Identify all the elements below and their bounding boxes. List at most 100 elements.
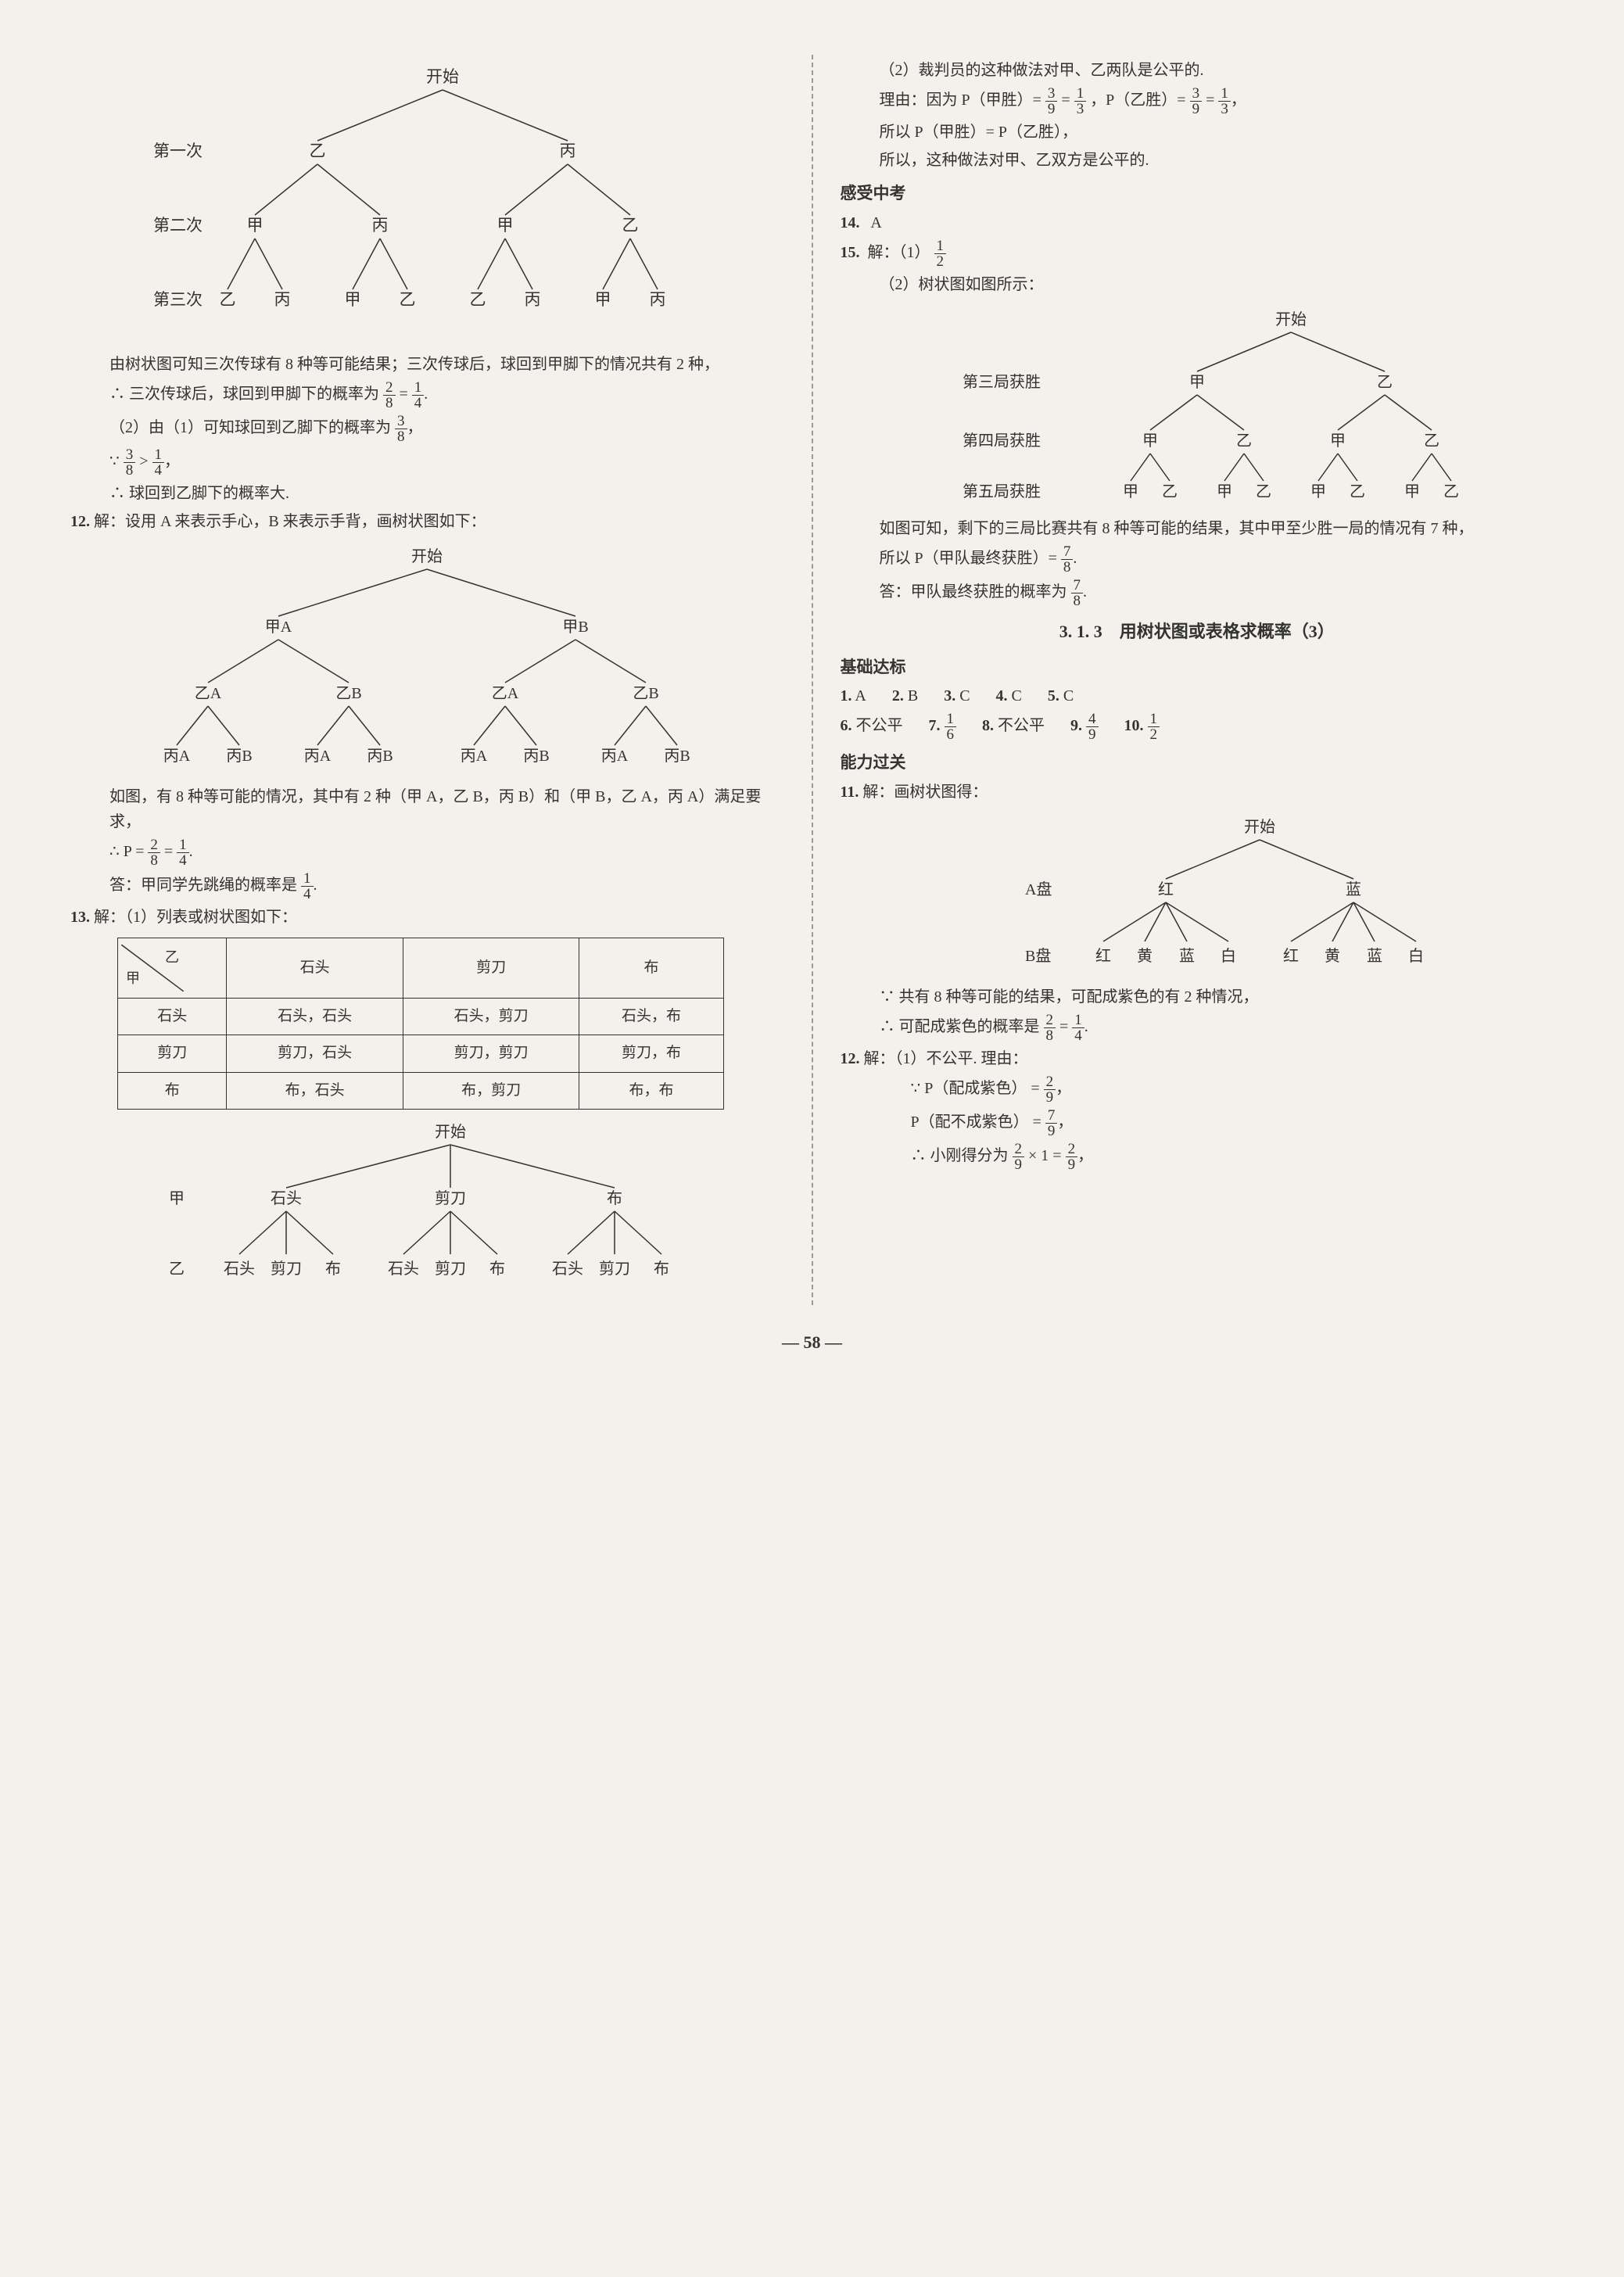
svg-text:乙: 乙	[1256, 483, 1271, 500]
svg-text:乙: 乙	[470, 290, 486, 309]
q12r: 12. 解：（1）不公平. 理由：	[841, 1046, 1554, 1071]
svg-text:甲A: 甲A	[265, 619, 292, 636]
q15-b: （2）树状图如图所示：	[841, 272, 1554, 297]
p12-b: ∴ P = 28 = 14.	[70, 837, 784, 868]
svg-text:丙A: 丙A	[461, 748, 488, 765]
tree1-root: 开始	[426, 67, 459, 86]
svg-text:黄: 黄	[1325, 947, 1340, 965]
svg-text:甲: 甲	[345, 290, 361, 309]
svg-text:开始: 开始	[411, 547, 443, 565]
q15-a: 15. 解：（1） 12	[841, 238, 1554, 269]
p11-b: ∴ 三次传球后，球回到甲脚下的概率为 28 = 14.	[70, 380, 784, 411]
basic-answers-row1: 1. A 2. B 3. C 4. C 5. C	[841, 683, 1554, 708]
svg-text:蓝: 蓝	[1346, 880, 1361, 898]
p11-e: ∴ 球回到乙脚下的概率大.	[70, 481, 784, 506]
basic-answers-row2: 6. 不公平 7. 16 8. 不公平 9. 49 10. 12	[841, 712, 1554, 742]
page-two-column: 开始 第一次 乙 丙 第二次 甲 丙 甲 乙 第三次 乙 丙 甲 乙	[70, 55, 1554, 1305]
svg-text:丙A: 丙A	[304, 748, 332, 765]
svg-text:乙: 乙	[400, 290, 416, 309]
tree1-row2-label: 第二次	[153, 216, 203, 235]
tree-diagram-2: 开始 甲A 甲B 乙A 乙B 乙A 乙B 丙A 丙B 丙A 丙B 丙A 丙B	[70, 542, 784, 776]
svg-text:开始: 开始	[1275, 310, 1307, 328]
svg-text:丙: 丙	[560, 142, 576, 160]
svg-text:石头: 石头	[552, 1260, 583, 1278]
p11r-b: ∴ 可配成紫色的概率是 28 = 14.	[841, 1013, 1554, 1043]
svg-text:乙: 乙	[310, 142, 326, 160]
p12r-b: P（配不成紫色） = 79，	[841, 1108, 1554, 1138]
svg-text:第五局获胜: 第五局获胜	[963, 482, 1041, 500]
svg-text:剪刀: 剪刀	[599, 1260, 630, 1278]
svg-text:甲: 甲	[595, 290, 611, 309]
title-3-1-3: 3. 1. 3 用树状图或表格求概率（3）	[841, 618, 1554, 645]
svg-text:乙: 乙	[169, 1260, 185, 1278]
svg-text:甲: 甲	[1404, 483, 1420, 500]
svg-text:B盘: B盘	[1025, 947, 1051, 965]
svg-text:乙B: 乙B	[633, 685, 659, 702]
svg-text:乙: 乙	[220, 290, 236, 309]
svg-text:剪刀: 剪刀	[435, 1189, 466, 1207]
svg-text:乙: 乙	[1350, 483, 1365, 500]
p12r-a: ∵ P（配成紫色） = 29，	[841, 1074, 1554, 1105]
svg-text:红: 红	[1283, 947, 1299, 965]
svg-text:黄: 黄	[1137, 947, 1153, 965]
svg-text:甲: 甲	[169, 1190, 185, 1207]
svg-text:开始: 开始	[1244, 818, 1275, 836]
svg-text:丙: 丙	[274, 290, 291, 309]
p15-e: 答：甲队最终获胜的概率为 78.	[841, 578, 1554, 608]
svg-text:甲: 甲	[1123, 483, 1138, 500]
svg-text:甲: 甲	[1310, 483, 1326, 500]
p13-2a: （2）裁判员的这种做法对甲、乙两队是公平的.	[841, 58, 1554, 83]
svg-text:布: 布	[325, 1260, 341, 1278]
p12-a: 如图，有 8 种等可能的情况，其中有 2 种（甲 A，乙 B，丙 B）和（甲 B…	[70, 784, 784, 834]
svg-text:石头: 石头	[388, 1260, 419, 1278]
svg-text:白: 白	[1221, 947, 1236, 965]
svg-text:甲: 甲	[497, 216, 514, 235]
svg-text:乙: 乙	[1424, 432, 1439, 450]
svg-text:剪刀: 剪刀	[435, 1260, 466, 1278]
svg-text:乙: 乙	[1236, 432, 1252, 450]
section-basic: 基础达标	[841, 654, 1554, 681]
svg-text:乙: 乙	[1162, 483, 1178, 500]
table-row: 石头 石头，石头 石头，剪刀 石头，布	[118, 999, 724, 1035]
p12-c: 答：甲同学先跳绳的概率是 14.	[70, 871, 784, 902]
svg-text:开始: 开始	[435, 1123, 466, 1141]
svg-text:丙: 丙	[525, 290, 541, 309]
p11-d: ∵ 38 > 14，	[70, 447, 784, 478]
q13: 13. 解：（1）列表或树状图如下：	[70, 905, 784, 930]
svg-text:第三局获胜: 第三局获胜	[963, 373, 1041, 391]
svg-text:丙B: 丙B	[524, 748, 550, 765]
table-row: 剪刀 剪刀，石头 剪刀，剪刀 剪刀，布	[118, 1035, 724, 1072]
svg-text:丙: 丙	[372, 216, 389, 235]
svg-text:甲: 甲	[247, 216, 263, 235]
tree-diagram-1: 开始 第一次 乙 丙 第二次 甲 丙 甲 乙 第三次 乙 丙 甲 乙	[70, 63, 784, 344]
svg-text:丙B: 丙B	[665, 748, 690, 765]
tree1-row1-label: 第一次	[153, 142, 203, 160]
tree-diagram-3: 开始 甲 石头 剪刀 布 乙 石头 剪刀 布 石头 剪刀 布 石头 剪刀 布	[70, 1117, 784, 1297]
p11r-a: ∵ 共有 8 种等可能的结果，可配成紫色的有 2 种情况，	[841, 984, 1554, 1009]
section-ability: 能力过关	[841, 750, 1554, 776]
left-column: 开始 第一次 乙 丙 第二次 甲 丙 甲 乙 第三次 乙 丙 甲 乙	[70, 55, 784, 1305]
svg-text:剪刀: 剪刀	[271, 1260, 302, 1278]
q14: 14. A	[841, 210, 1554, 235]
svg-text:乙A: 乙A	[492, 685, 519, 702]
svg-text:白: 白	[1408, 947, 1424, 965]
svg-text:乙: 乙	[1443, 483, 1459, 500]
svg-text:石头: 石头	[271, 1189, 302, 1207]
p15-d: 所以 P（甲队最终获胜）= 78.	[841, 544, 1554, 575]
right-column: （2）裁判员的这种做法对甲、乙两队是公平的. 理由：因为 P（甲胜）= 39 =…	[841, 55, 1554, 1305]
svg-text:A盘: A盘	[1025, 880, 1052, 898]
p15-c: 如图可知，剩下的三局比赛共有 8 种等可能的结果，其中甲至少胜一局的情况有 7 …	[841, 516, 1554, 541]
svg-text:甲: 甲	[1142, 432, 1158, 450]
svg-text:布: 布	[654, 1260, 669, 1278]
svg-text:蓝: 蓝	[1179, 947, 1195, 965]
tree-diagram-5: 开始 A盘 红 蓝 B盘 红 黄 蓝 白 红 黄 蓝 白	[841, 812, 1554, 977]
p11-a: 由树状图可知三次传球有 8 种等可能结果；三次传球后，球回到甲脚下的情况共有 2…	[70, 352, 784, 377]
tree-diagram-4: 开始 第三局获胜 甲 乙 第四局获胜 甲 乙 甲 乙 第五局获胜 甲 乙 甲	[841, 305, 1554, 508]
svg-text:丙B: 丙B	[367, 748, 393, 765]
svg-text:乙: 乙	[622, 216, 639, 235]
svg-text:丙A: 丙A	[163, 748, 191, 765]
p13-2b: 理由：因为 P（甲胜）= 39 = 13 ，P（乙胜）= 39 = 13，	[841, 86, 1554, 117]
svg-text:丙B: 丙B	[227, 748, 253, 765]
svg-text:甲: 甲	[1189, 374, 1205, 391]
svg-text:布: 布	[489, 1260, 505, 1278]
